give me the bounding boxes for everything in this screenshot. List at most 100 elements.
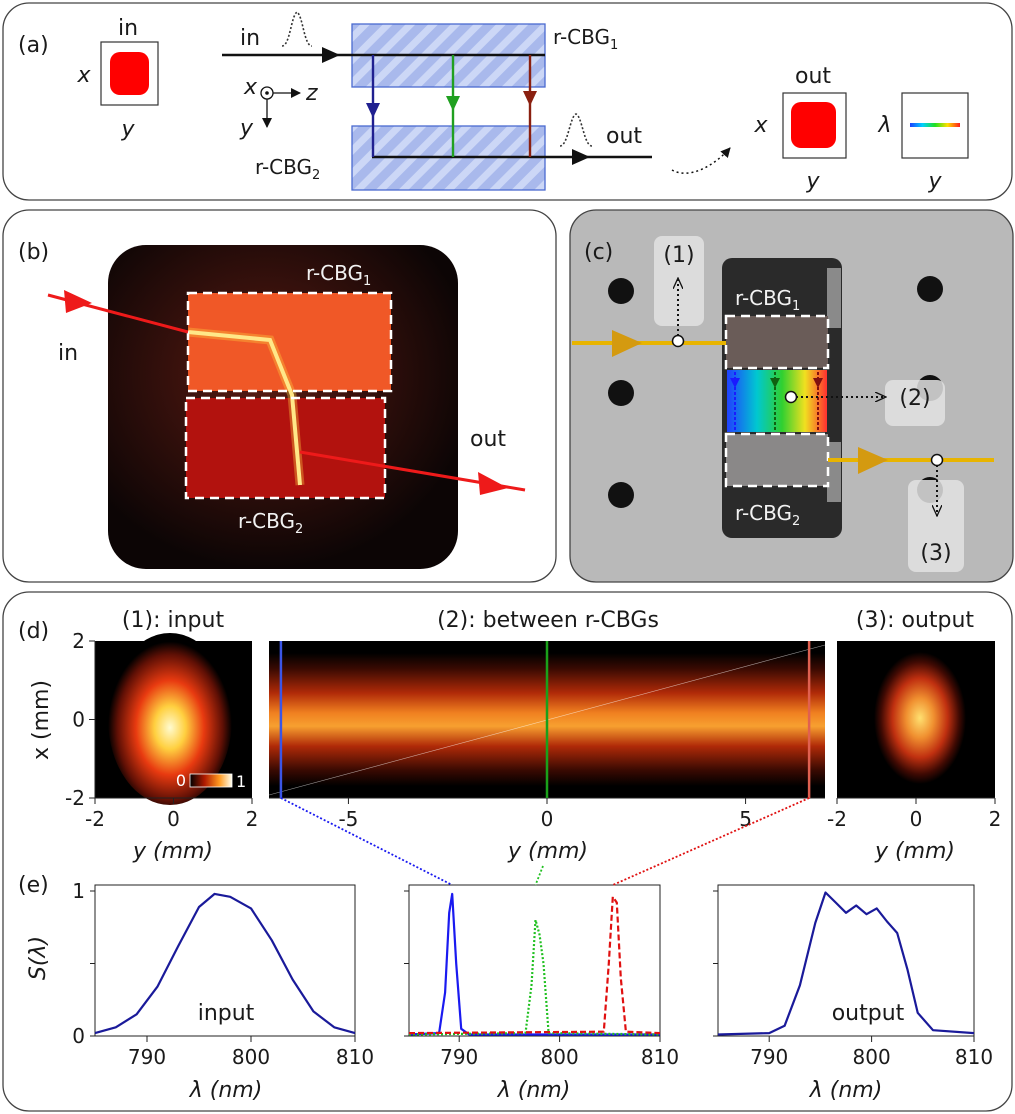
input-profile-x-label: x: [76, 63, 91, 88]
transform-arrow: [671, 147, 731, 174]
spectrum-series-input: [94, 892, 356, 1035]
input-beam-arrow: [322, 47, 340, 63]
output-spectrum-y-label: y: [927, 169, 942, 194]
output-beam-label: out: [606, 124, 642, 149]
connector-green: [534, 865, 544, 886]
output-profile-label: out: [795, 64, 831, 89]
cbg1-label: r-CBG1: [553, 25, 618, 53]
spectra-axes: 790 800 810 0 1 790 800 810 790 800 810: [72, 879, 993, 1069]
photo-b-out-label: out: [470, 427, 506, 452]
heatmap-axes: -2 0 2 -2 0 2 -5 0 5 -2 0 2: [65, 629, 1001, 831]
marker1-label: (1): [663, 243, 694, 268]
panel-a-label: (a): [18, 33, 49, 58]
marker2-box: [885, 380, 945, 426]
marker3-box: [908, 480, 964, 572]
spectrum-series-green: [408, 918, 661, 1036]
marker3-dot: [930, 453, 944, 467]
photo-c-in-arrow: [612, 330, 642, 357]
marker-connectors: [280, 797, 810, 886]
photo-b-cbg1: [188, 293, 391, 391]
output-profile-y-label: y: [805, 169, 820, 194]
mount-clip: [827, 442, 841, 502]
photo-b-beam-path: [187, 330, 302, 486]
marker2-dot: [784, 390, 798, 404]
photo-b-in-arrow: [64, 290, 92, 313]
hole-icon: [917, 276, 943, 302]
heatmap3-title: (3): output: [856, 608, 975, 633]
output-pulse-icon: [559, 113, 593, 147]
spectrum-y-tick-label: 0: [72, 1024, 85, 1048]
spectrum-ylabel: S(λ): [26, 936, 51, 980]
colorbar: [189, 773, 233, 788]
marker3-label: (3): [920, 541, 951, 566]
photo-c-red-head: [813, 378, 823, 388]
heatmap-x-tick-label: -5: [338, 807, 358, 831]
input-pulse-icon: [281, 11, 313, 47]
panel-b-label: (b): [18, 240, 49, 265]
panel-d-label: (d): [18, 619, 49, 644]
heatmap-x-tick-label: -2: [827, 807, 847, 831]
colorbar-min-label: 0: [176, 771, 186, 790]
spectrum-x-tick-label: 800: [541, 1045, 579, 1069]
heatmap-x-tick-label: 2: [989, 807, 1002, 831]
spectrum2-frame: [408, 884, 661, 1037]
heatmap-y-tick-label: -2: [65, 786, 85, 810]
spectrum-series-output: [717, 891, 975, 1036]
heatmap-y-tick-label: 0: [72, 708, 85, 732]
panel-e-label: (e): [18, 873, 49, 898]
panel-b: (b) in out r-CBG1 r-CBG2: [2, 209, 557, 583]
output-profile-x-label: x: [753, 113, 768, 138]
output-spectrum-line: [910, 123, 960, 127]
heatmap-x-tick-label: 0: [167, 807, 180, 831]
spectrum-x-tick-label: 810: [955, 1045, 993, 1069]
cbg2-label: r-CBG2: [255, 155, 320, 183]
input-profile-square: [110, 52, 149, 95]
marker2-label: (2): [899, 386, 930, 411]
spectrum-x-tick-label: 800: [853, 1045, 891, 1069]
axis-z-label: z: [305, 81, 318, 106]
marker1-dot: [671, 334, 685, 348]
output-profile-square: [791, 102, 836, 148]
output-beam-arrow: [572, 149, 590, 165]
panel-a: (a) in x y r-CBG1 r-CBG2 in out x: [2, 2, 1013, 201]
heatmap1-beam: [108, 633, 232, 805]
spectrum1-xlabel: λ (nm): [189, 1078, 263, 1103]
heatmap-x-tick-label: -2: [85, 807, 105, 831]
photo-b-beam-glow: [187, 327, 305, 486]
heatmap2-markers: [279, 641, 811, 798]
heatmap1-title: (1): input: [122, 608, 225, 633]
path-red-arrow: [523, 91, 537, 106]
heatmap-x-tick-label: 0: [541, 807, 554, 831]
panel-c: (c): [569, 209, 1014, 583]
output-lambda-label: λ: [877, 113, 891, 138]
axis-y-label: y: [239, 116, 254, 141]
heatmap2-xlabel: y (mm): [507, 839, 588, 864]
photo-c-green-head: [770, 378, 780, 388]
colorbar-max-label: 1: [236, 772, 246, 791]
photo-b-cbg2-outline: [184, 396, 387, 500]
hole-icon: [608, 482, 634, 508]
panel-c-label: (c): [584, 240, 613, 265]
spectrum3-label: output: [832, 1001, 905, 1026]
panel-de: (d) (e) (1): input (2): between r-CBGs (…: [2, 591, 1013, 1112]
path-blue-arrow: [366, 103, 380, 118]
hole-icon: [608, 380, 634, 406]
photo-b-cbg1-label: r-CBG1: [306, 261, 371, 289]
heatmap2-title: (2): between r-CBGs: [437, 608, 659, 633]
hole-icon: [608, 278, 634, 304]
spectrum1-frame: [94, 884, 356, 1037]
spectra-lines: [94, 891, 975, 1036]
spectrum-x-tick-label: 810: [641, 1045, 679, 1069]
photo-c-blue-head: [730, 378, 740, 388]
spectrum2-xlabel: λ (nm): [497, 1078, 571, 1103]
axis-origin-dot: [265, 91, 269, 95]
photo-c-cbg2-label: r-CBG2: [735, 501, 800, 529]
photo-c-cbg1-outline: [724, 314, 830, 370]
heatmap-ylabel: x (mm): [29, 680, 54, 760]
connector-blue: [280, 797, 453, 886]
photo-c-cbg1: [726, 316, 828, 368]
input-profile-label: in: [118, 16, 138, 41]
photo-b-cbg1-glow: [188, 293, 391, 391]
input-profile-y-label: y: [120, 117, 135, 142]
photo-b-in-label: in: [58, 341, 78, 366]
